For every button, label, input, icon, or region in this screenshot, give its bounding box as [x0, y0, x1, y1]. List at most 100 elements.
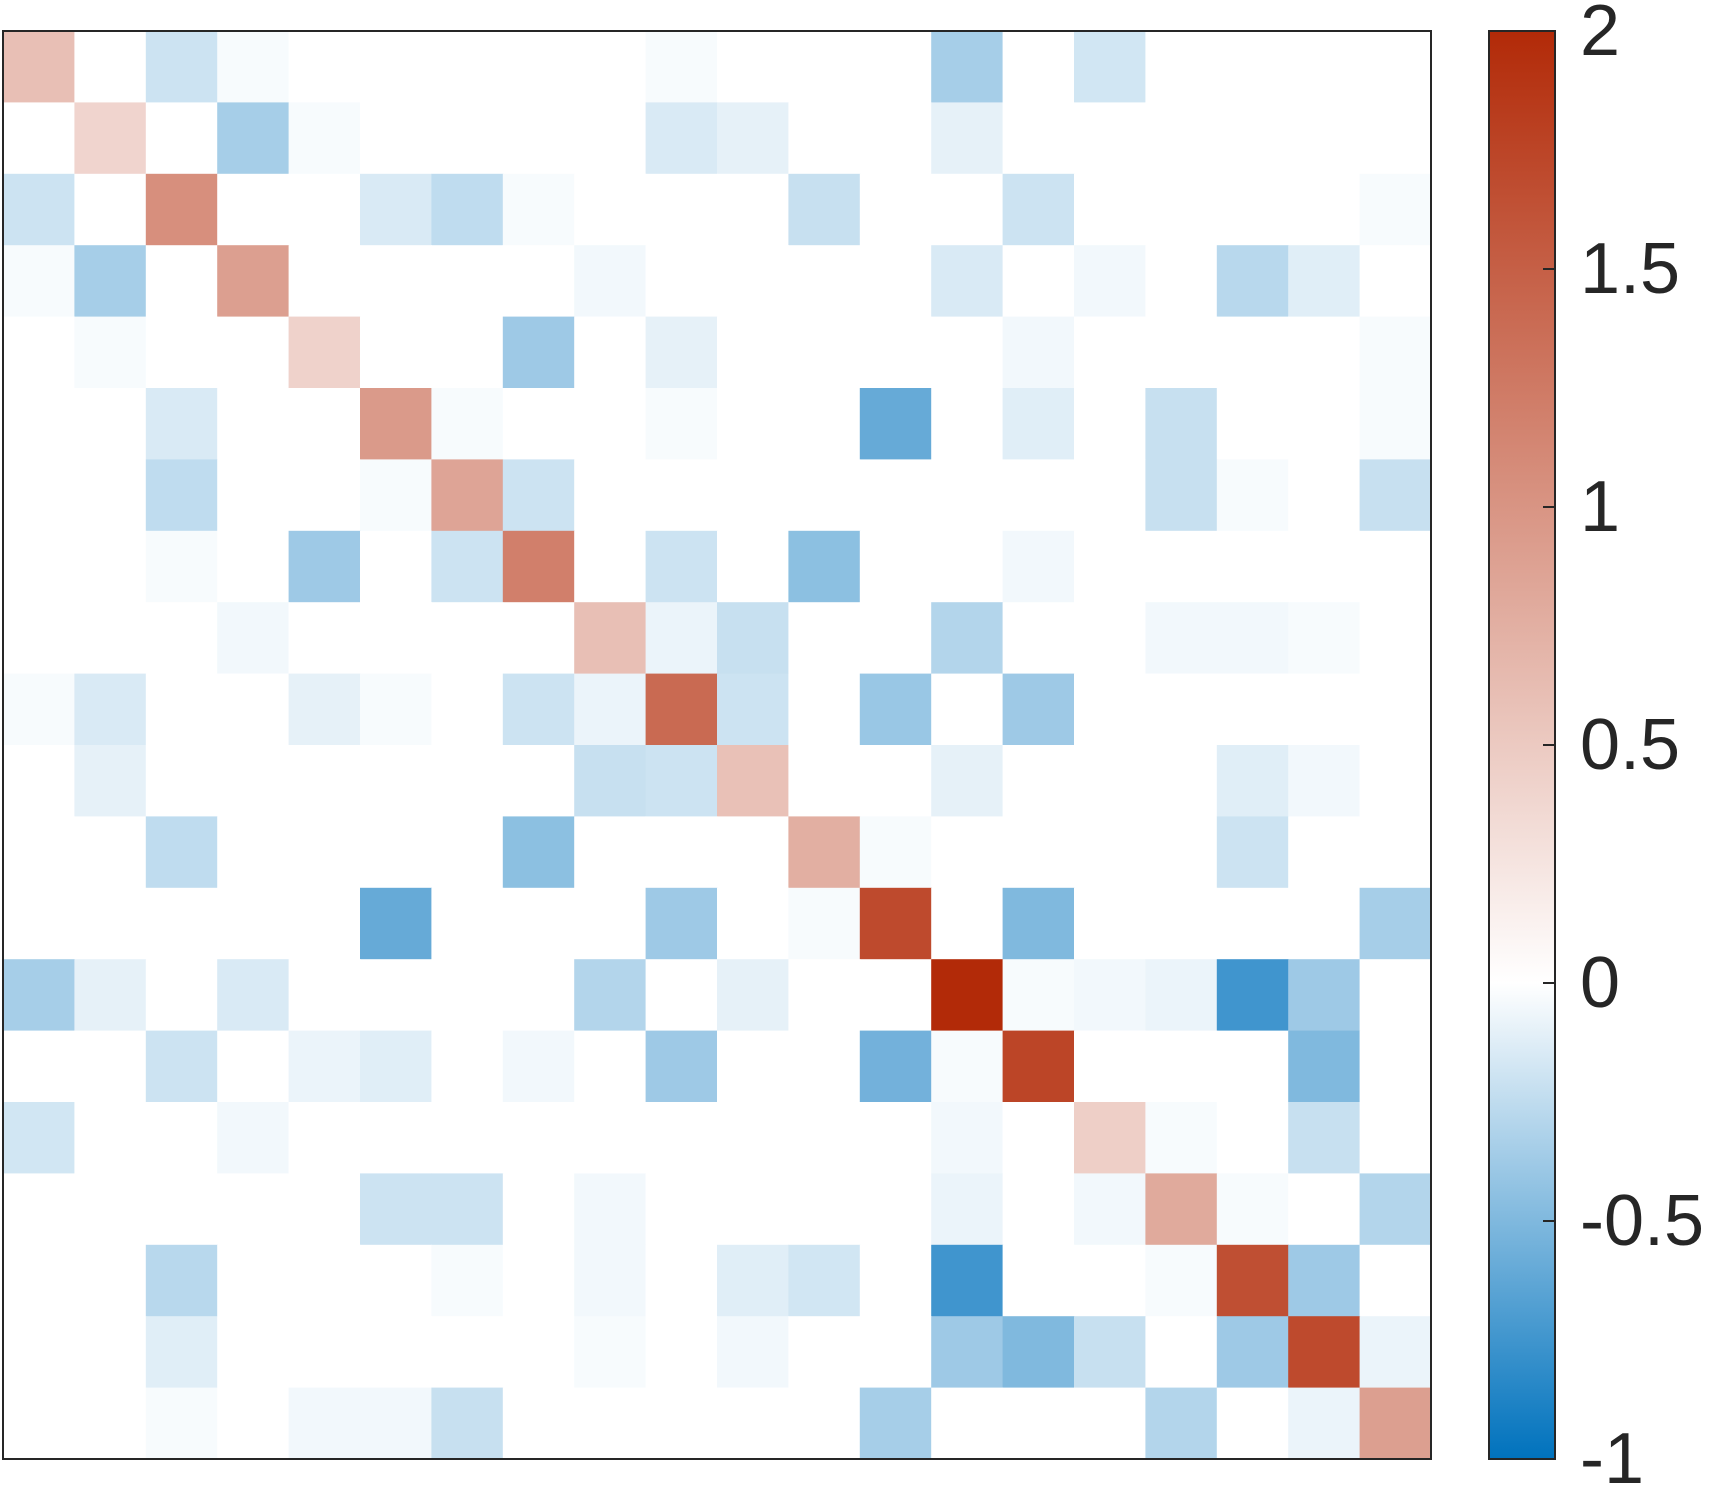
heatmap-cell-r4-c17: [1145, 245, 1218, 318]
heatmap-cell-r13-c10: [645, 887, 718, 960]
heatmap-cell-r13-c3: [145, 887, 218, 960]
heatmap-cell-r20-c9: [574, 1387, 647, 1460]
heatmap-cell-r16-c4: [217, 1102, 290, 1174]
heatmap-cell-r18-c15: [1002, 1244, 1075, 1317]
heatmap-cell-r6-c18: [1216, 388, 1289, 460]
heatmap-cell-r18-c4: [217, 1244, 290, 1317]
heatmap-cell-r15-c20: [1359, 1030, 1432, 1103]
heatmap-cell-r6-c13: [859, 388, 932, 460]
heatmap-cell-r18-c6: [360, 1244, 432, 1317]
heatmap-cell-r14-c15: [1002, 959, 1075, 1032]
heatmap-cell-r18-c11: [717, 1244, 789, 1317]
heatmap-cell-r18-c14: [931, 1244, 1004, 1317]
heatmap-cell-r8-c20: [1359, 530, 1432, 603]
heatmap-cell-r17-c2: [74, 1173, 147, 1246]
heatmap-cell-r17-c7: [431, 1173, 504, 1246]
heatmap-frame: [2, 30, 1432, 1460]
heatmap-cell-r8-c3: [145, 530, 218, 603]
colorbar-ticks: 2 1.5 1 0.5 0 -0.5 -1: [1543, 0, 1704, 1491]
heatmap-cell-r11-c9: [574, 745, 647, 817]
heatmap-cell-r5-c16: [1074, 316, 1146, 389]
heatmap-cell-r2-c8: [502, 102, 575, 175]
heatmap-cell-r10-c20: [1359, 673, 1432, 746]
heatmap-cell-r13-c12: [788, 887, 861, 960]
heatmap-cell-r16-c16: [1074, 1102, 1146, 1174]
heatmap-cell-r4-c12: [788, 245, 861, 318]
heatmap-cell-r5-c19: [1288, 316, 1361, 389]
heatmap-cell-r3-c13: [859, 173, 932, 246]
heatmap-cell-r12-c17: [1145, 816, 1218, 889]
heatmap-cell-r16-c17: [1145, 1102, 1218, 1174]
heatmap-cell-r11-c14: [931, 745, 1004, 817]
heatmap-cell-r1-c14: [931, 31, 1004, 103]
heatmap-cell-r7-c10: [645, 459, 718, 532]
heatmap-cell-r11-c8: [502, 745, 575, 817]
heatmap-cell-r12-c3: [145, 816, 218, 889]
heatmap-cell-r9-c18: [1216, 602, 1289, 675]
heatmap-cell-r7-c20: [1359, 459, 1432, 532]
heatmap-cell-r10-c7: [431, 673, 504, 746]
heatmap-cell-r15-c8: [502, 1030, 575, 1103]
heatmap-cell-r15-c7: [431, 1030, 504, 1103]
heatmap-cell-r6-c16: [1074, 388, 1146, 460]
heatmap-cell-r13-c18: [1216, 887, 1289, 960]
heatmap-cell-r17-c20: [1359, 1173, 1432, 1246]
heatmap-cell-r8-c6: [360, 530, 432, 603]
heatmap-cells: [3, 31, 1432, 1460]
heatmap-cell-r4-c8: [502, 245, 575, 318]
heatmap-cell-r4-c18: [1216, 245, 1289, 318]
heatmap-cell-r14-c19: [1288, 959, 1361, 1032]
heatmap-cell-r18-c16: [1074, 1244, 1146, 1317]
heatmap-cell-r5-c4: [217, 316, 290, 389]
heatmap-cell-r11-c1: [3, 745, 75, 817]
heatmap-cell-r9-c4: [217, 602, 290, 675]
heatmap-cell-r3-c16: [1074, 173, 1146, 246]
heatmap-cell-r8-c5: [288, 530, 361, 603]
heatmap-cell-r3-c18: [1216, 173, 1289, 246]
heatmap-cell-r18-c3: [145, 1244, 218, 1317]
heatmap-cell-r1-c15: [1002, 31, 1075, 103]
heatmap-cell-r9-c13: [859, 602, 932, 675]
heatmap-cell-r19-c10: [645, 1316, 718, 1389]
heatmap-cell-r17-c11: [717, 1173, 789, 1246]
colorbar-tick-label: 0.5: [1580, 705, 1680, 785]
heatmap-cell-r7-c8: [502, 459, 575, 532]
heatmap-cell-r4-c4: [217, 245, 290, 318]
colorbar-tick-label: 1.5: [1580, 229, 1680, 309]
heatmap-cell-r9-c19: [1288, 602, 1361, 675]
heatmap-cell-r11-c7: [431, 745, 504, 817]
heatmap-cell-r5-c2: [74, 316, 147, 389]
heatmap-cell-r14-c11: [717, 959, 789, 1032]
heatmap-cell-r19-c8: [502, 1316, 575, 1389]
heatmap-cell-r19-c18: [1216, 1316, 1289, 1389]
heatmap-cell-r1-c13: [859, 31, 932, 103]
heatmap-cell-r15-c15: [1002, 1030, 1075, 1103]
heatmap-cell-r8-c13: [859, 530, 932, 603]
heatmap-cell-r1-c3: [145, 31, 218, 103]
heatmap-cell-r7-c15: [1002, 459, 1075, 532]
heatmap-cell-r20-c4: [217, 1387, 290, 1460]
heatmap-cell-r18-c9: [574, 1244, 647, 1317]
heatmap-cell-r16-c9: [574, 1102, 647, 1174]
heatmap-cell-r4-c20: [1359, 245, 1432, 318]
heatmap-cell-r15-c14: [931, 1030, 1004, 1103]
heatmap-cell-r8-c1: [3, 530, 75, 603]
heatmap-cell-r14-c5: [288, 959, 361, 1032]
heatmap-cell-r13-c7: [431, 887, 504, 960]
heatmap-cell-r5-c18: [1216, 316, 1289, 389]
heatmap-cell-r9-c5: [288, 602, 361, 675]
heatmap-cell-r5-c3: [145, 316, 218, 389]
heatmap-cell-r5-c10: [645, 316, 718, 389]
heatmap-cell-r6-c3: [145, 388, 218, 460]
heatmap-cell-r7-c16: [1074, 459, 1146, 532]
heatmap-cell-r11-c15: [1002, 745, 1075, 817]
heatmap-cell-r12-c6: [360, 816, 432, 889]
heatmap-cell-r7-c14: [931, 459, 1004, 532]
heatmap-cell-r3-c19: [1288, 173, 1361, 246]
heatmap-cell-r5-c13: [859, 316, 932, 389]
heatmap-cell-r1-c4: [217, 31, 290, 103]
heatmap-cell-r4-c16: [1074, 245, 1146, 318]
heatmap-cell-r11-c4: [217, 745, 290, 817]
heatmap-cell-r2-c7: [431, 102, 504, 175]
heatmap-cell-r13-c4: [217, 887, 290, 960]
